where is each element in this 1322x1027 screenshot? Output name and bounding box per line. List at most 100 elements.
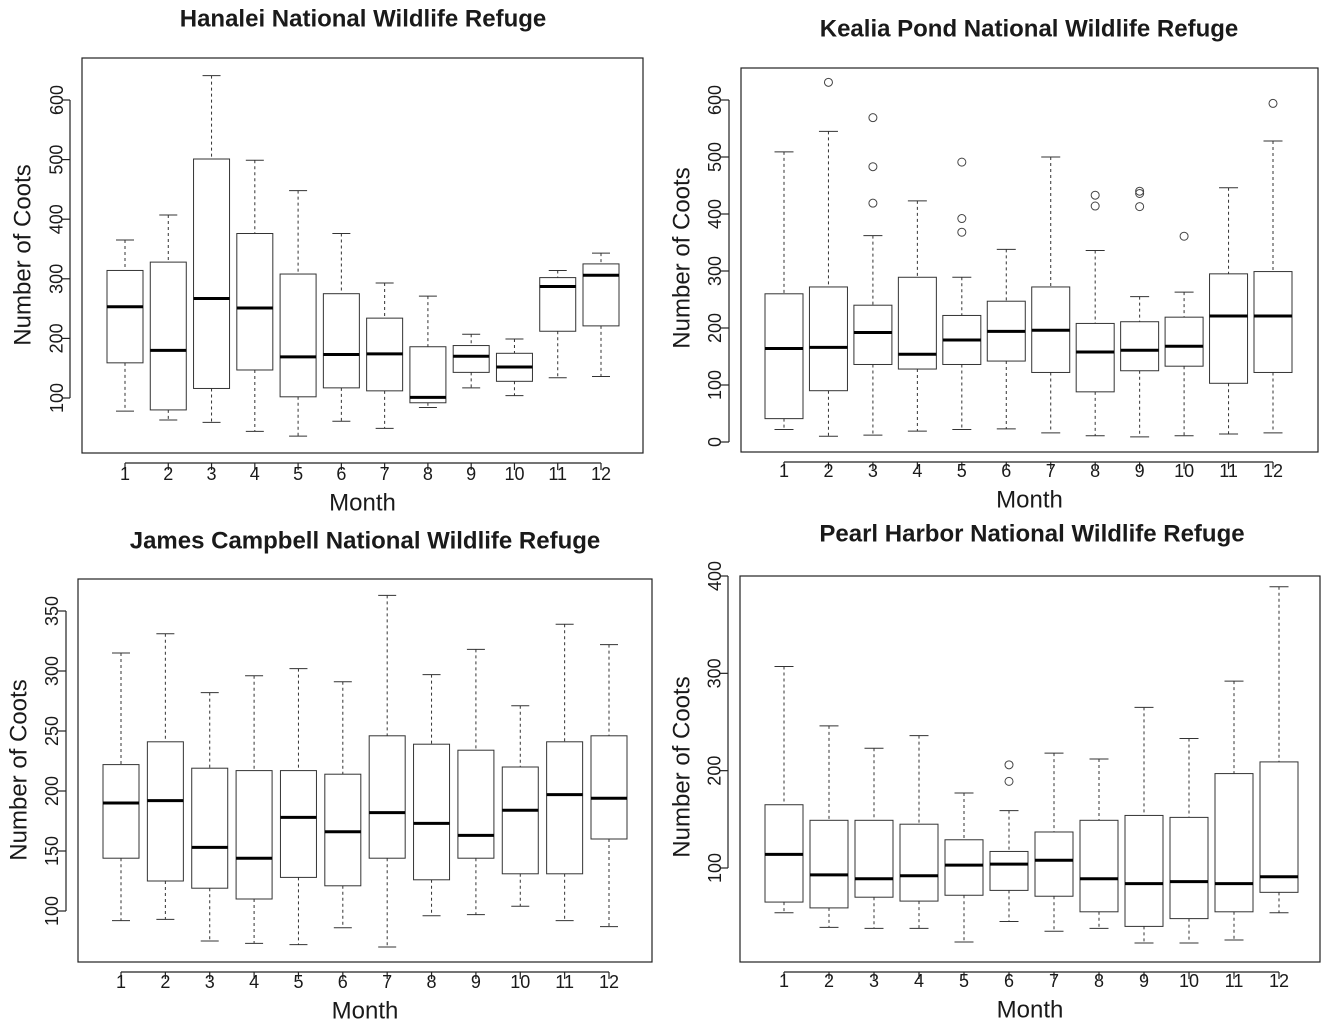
iqr-box (1079, 819, 1119, 913)
outlier-point (957, 157, 967, 167)
y-axis-label: Number of Coots (5, 679, 32, 860)
x-axis-label: Month (996, 486, 1063, 513)
box-month-8 (1075, 190, 1115, 437)
y-tick-label: 500 (705, 142, 725, 172)
y-tick-label: 100 (47, 383, 67, 413)
x-tick-label: 8 (427, 972, 437, 992)
box-month-5 (944, 792, 984, 943)
x-tick-label: 1 (120, 464, 130, 484)
x-tick-label: 10 (1174, 461, 1194, 481)
box-month-8 (1079, 758, 1119, 929)
box-month-10 (1169, 738, 1209, 944)
iqr-box (854, 819, 894, 898)
iqr-box (853, 304, 893, 365)
chart-panel-3: James Campbell National Wildlife Refuge 1… (5, 527, 653, 1024)
y-tick-label: 200 (42, 776, 62, 806)
x-tick-label: 8 (423, 464, 433, 484)
x-tick-label: 4 (912, 461, 922, 481)
box-month-2 (149, 214, 187, 421)
iqr-box (452, 345, 490, 373)
y-tick-label: 600 (705, 85, 725, 115)
y-tick-label: 600 (47, 85, 67, 115)
iqr-box (899, 823, 939, 902)
iqr-box (1164, 316, 1204, 367)
box-month-12 (1253, 98, 1293, 434)
x-tick-label: 7 (1049, 971, 1059, 991)
plot-frame (740, 67, 1319, 453)
plot-frame (81, 57, 644, 454)
box-month-12 (1259, 586, 1299, 914)
iqr-box (1034, 831, 1074, 897)
iqr-box (1120, 321, 1160, 372)
iqr-box (1124, 814, 1164, 927)
y-tick-label: 400 (705, 561, 725, 591)
y-axis-label: Number of Coots (668, 167, 695, 348)
box-month-9 (1120, 186, 1160, 438)
box-month-4 (236, 159, 274, 432)
x-tick-label: 8 (1090, 461, 1100, 481)
x-tick-label: 1 (779, 461, 789, 481)
y-tick-label: 200 (47, 323, 67, 353)
outlier-point (868, 162, 878, 172)
chart-panel-2: Kealia Pond National Wildlife Refuge 0 100… (668, 15, 1319, 513)
iqr-box (191, 767, 229, 889)
x-tick-label: 8 (1094, 971, 1104, 991)
box-month-8 (409, 295, 447, 409)
x-tick-label: 10 (510, 972, 530, 992)
iqr-box (235, 770, 273, 900)
box-month-2 (808, 77, 848, 437)
box-month-6 (324, 681, 362, 929)
x-axis-label: Month (997, 996, 1064, 1023)
y-tick-label: 250 (42, 716, 62, 746)
x-tick-label: 9 (466, 464, 476, 484)
iqr-box (413, 743, 451, 881)
plot-frame (77, 578, 653, 963)
box-month-6 (989, 760, 1029, 923)
x-tick-label: 12 (1269, 971, 1289, 991)
box-month-5 (942, 157, 982, 430)
outlier-point (1004, 776, 1014, 786)
x-tick-label: 7 (380, 464, 390, 484)
x-tick-label: 5 (959, 971, 969, 991)
x-tick-label: 3 (869, 971, 879, 991)
iqr-box (1259, 761, 1299, 893)
iqr-box (764, 293, 804, 420)
iqr-box (279, 273, 317, 398)
iqr-box (944, 839, 984, 896)
box-month-12 (582, 252, 620, 378)
iqr-box (809, 819, 849, 909)
x-tick-label: 6 (336, 464, 346, 484)
outlier-point (1268, 98, 1278, 108)
outlier-point (823, 77, 833, 87)
box-month-4 (235, 675, 273, 944)
box-month-9 (452, 333, 490, 389)
x-tick-label: 1 (779, 971, 789, 991)
x-tick-label: 4 (249, 972, 259, 992)
x-axis-label: Month (329, 489, 396, 516)
box-month-4 (899, 735, 939, 929)
box-month-8 (413, 674, 451, 917)
x-tick-label: 6 (338, 972, 348, 992)
y-tick-label: 200 (705, 313, 725, 343)
box-month-7 (1031, 156, 1071, 434)
y-tick-label: 0 (705, 437, 725, 447)
x-axis-label: Month (332, 997, 399, 1024)
iqr-box (149, 261, 187, 411)
x-tick-label: 6 (1001, 461, 1011, 481)
iqr-box (106, 269, 144, 364)
outlier-point (1135, 188, 1145, 198)
iqr-box (102, 764, 140, 859)
x-tick-label: 4 (914, 971, 924, 991)
box-month-10 (501, 705, 539, 907)
chart-title: Kealia Pond National Wildlife Refuge (820, 15, 1239, 42)
x-tick-label: 2 (823, 461, 833, 481)
outlier-point (868, 198, 878, 208)
box-month-2 (809, 725, 849, 928)
x-tick-label: 9 (1135, 461, 1145, 481)
box-month-9 (1124, 706, 1164, 944)
y-tick-label: 100 (42, 896, 62, 926)
y-tick-label: 300 (47, 264, 67, 294)
iqr-box (324, 773, 362, 887)
iqr-box (989, 850, 1029, 891)
